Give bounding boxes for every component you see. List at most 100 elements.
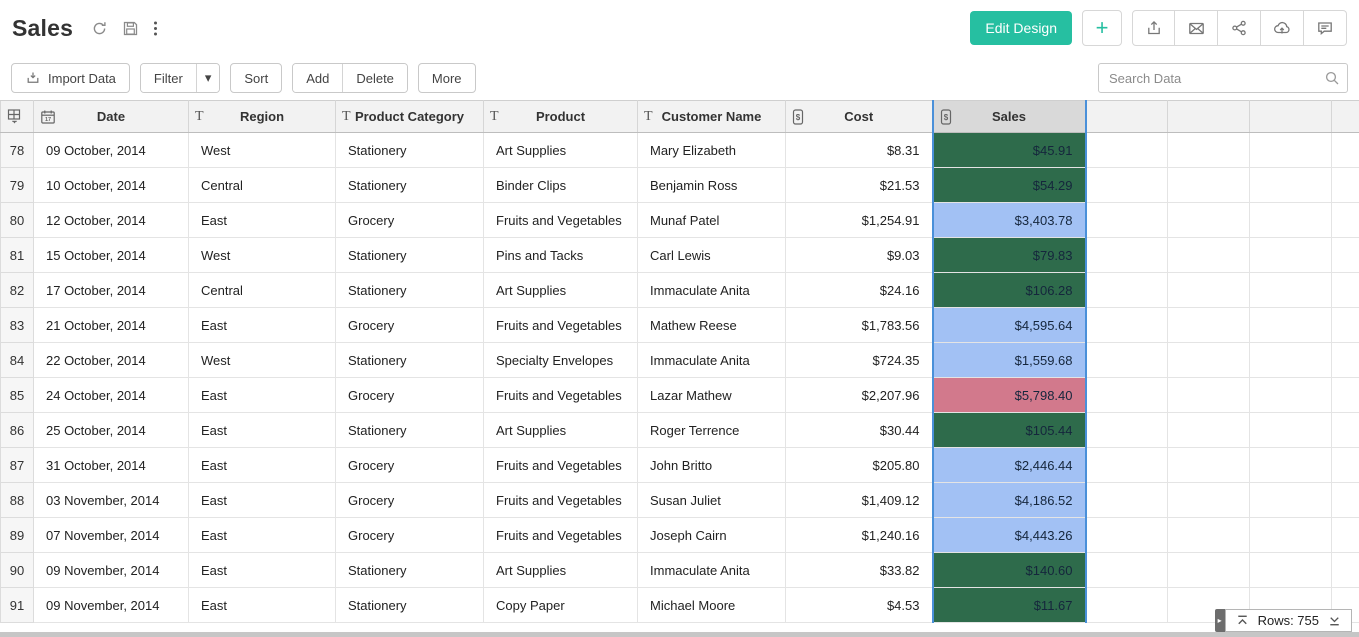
region-cell[interactable]: East <box>188 517 336 553</box>
more-button[interactable]: More <box>417 63 476 93</box>
empty-cell[interactable] <box>1331 412 1359 448</box>
empty-cell[interactable] <box>1249 202 1332 238</box>
sales-cell[interactable]: $4,595.64 <box>931 307 1087 343</box>
empty-cell[interactable] <box>1167 237 1250 273</box>
column-header-customer-name[interactable]: T Customer Name <box>637 100 786 133</box>
empty-cell[interactable] <box>1331 272 1359 308</box>
sales-cell[interactable]: $105.44 <box>931 412 1087 448</box>
sales-cell[interactable]: $45.91 <box>931 132 1087 168</box>
horizontal-scrollbar[interactable] <box>0 632 1359 637</box>
filter-dropdown-button[interactable]: ▾ <box>195 64 220 92</box>
customer-name-cell[interactable]: Mathew Reese <box>637 307 786 343</box>
customer-name-cell[interactable]: Immaculate Anita <box>637 342 786 378</box>
column-header-product[interactable]: T Product <box>483 100 638 133</box>
row-number-cell[interactable]: 81 <box>0 237 34 273</box>
product-cell[interactable]: Fruits and Vegetables <box>483 517 638 553</box>
date-cell[interactable]: 10 October, 2014 <box>33 167 189 203</box>
column-header-product-category[interactable]: T Product Category <box>335 100 484 133</box>
product-cell[interactable]: Art Supplies <box>483 552 638 588</box>
sales-cell[interactable]: $106.28 <box>931 272 1087 308</box>
customer-name-cell[interactable]: Susan Juliet <box>637 482 786 518</box>
row-number-cell[interactable]: 90 <box>0 552 34 588</box>
customer-name-cell[interactable]: Michael Moore <box>637 587 786 623</box>
date-cell[interactable]: 15 October, 2014 <box>33 237 189 273</box>
empty-cell[interactable] <box>1331 447 1359 483</box>
customer-name-cell[interactable]: Benjamin Ross <box>637 167 786 203</box>
customer-name-cell[interactable]: Munaf Patel <box>637 202 786 238</box>
empty-cell[interactable] <box>1085 202 1168 238</box>
empty-cell[interactable] <box>1249 272 1332 308</box>
customer-name-cell[interactable]: Immaculate Anita <box>637 272 786 308</box>
empty-cell[interactable] <box>1249 342 1332 378</box>
empty-cell[interactable] <box>1167 342 1250 378</box>
date-cell[interactable]: 09 November, 2014 <box>33 552 189 588</box>
column-header-empty[interactable] <box>1249 100 1332 133</box>
region-cell[interactable]: East <box>188 552 336 588</box>
cost-cell[interactable]: $9.03 <box>785 237 933 273</box>
date-cell[interactable]: 21 October, 2014 <box>33 307 189 343</box>
jump-to-first-row-button[interactable] <box>1235 613 1250 628</box>
row-number-cell[interactable]: 79 <box>0 167 34 203</box>
empty-cell[interactable] <box>1085 167 1168 203</box>
product-category-cell[interactable]: Stationery <box>335 272 484 308</box>
cost-cell[interactable]: $30.44 <box>785 412 933 448</box>
empty-cell[interactable] <box>1167 482 1250 518</box>
date-cell[interactable]: 25 October, 2014 <box>33 412 189 448</box>
empty-cell[interactable] <box>1167 377 1250 413</box>
cost-cell[interactable]: $24.16 <box>785 272 933 308</box>
product-category-cell[interactable]: Grocery <box>335 202 484 238</box>
empty-cell[interactable] <box>1331 307 1359 343</box>
date-cell[interactable]: 07 November, 2014 <box>33 517 189 553</box>
empty-cell[interactable] <box>1167 202 1250 238</box>
region-cell[interactable]: East <box>188 412 336 448</box>
region-cell[interactable]: West <box>188 237 336 273</box>
row-number-cell[interactable]: 88 <box>0 482 34 518</box>
column-header-date[interactable]: 17 Date <box>33 100 189 133</box>
empty-cell[interactable] <box>1085 412 1168 448</box>
sales-cell[interactable]: $3,403.78 <box>931 202 1087 238</box>
column-header-empty[interactable] <box>1085 100 1168 133</box>
sales-cell[interactable]: $11.67 <box>931 587 1087 623</box>
empty-cell[interactable] <box>1331 517 1359 553</box>
empty-cell[interactable] <box>1085 552 1168 588</box>
product-category-cell[interactable]: Stationery <box>335 342 484 378</box>
region-cell[interactable]: East <box>188 587 336 623</box>
row-number-cell[interactable]: 83 <box>0 307 34 343</box>
product-category-cell[interactable]: Stationery <box>335 167 484 203</box>
sort-button[interactable]: Sort <box>230 63 283 93</box>
date-cell[interactable]: 17 October, 2014 <box>33 272 189 308</box>
filter-button[interactable]: Filter <box>140 64 196 92</box>
sales-cell[interactable]: $140.60 <box>931 552 1087 588</box>
row-number-cell[interactable]: 80 <box>0 202 34 238</box>
empty-cell[interactable] <box>1167 167 1250 203</box>
empty-cell[interactable] <box>1249 412 1332 448</box>
date-cell[interactable]: 31 October, 2014 <box>33 447 189 483</box>
empty-cell[interactable] <box>1249 237 1332 273</box>
add-new-button[interactable]: + <box>1082 10 1122 46</box>
product-category-cell[interactable]: Grocery <box>335 447 484 483</box>
product-cell[interactable]: Copy Paper <box>483 587 638 623</box>
row-number-cell[interactable]: 84 <box>0 342 34 378</box>
empty-cell[interactable] <box>1085 342 1168 378</box>
product-category-cell[interactable]: Grocery <box>335 517 484 553</box>
empty-cell[interactable] <box>1331 342 1359 378</box>
empty-cell[interactable] <box>1331 482 1359 518</box>
empty-cell[interactable] <box>1331 202 1359 238</box>
customer-name-cell[interactable]: Roger Terrence <box>637 412 786 448</box>
empty-cell[interactable] <box>1249 517 1332 553</box>
product-category-cell[interactable]: Grocery <box>335 307 484 343</box>
column-header-region[interactable]: T Region <box>188 100 336 133</box>
empty-cell[interactable] <box>1085 482 1168 518</box>
column-header-select-all[interactable] <box>0 100 34 133</box>
sales-cell[interactable]: $4,443.26 <box>931 517 1087 553</box>
empty-cell[interactable] <box>1167 447 1250 483</box>
more-options-button[interactable] <box>153 20 158 37</box>
empty-cell[interactable] <box>1331 237 1359 273</box>
customer-name-cell[interactable]: Carl Lewis <box>637 237 786 273</box>
product-cell[interactable]: Art Supplies <box>483 132 638 168</box>
edit-design-button[interactable]: Edit Design <box>970 11 1072 45</box>
region-cell[interactable]: West <box>188 132 336 168</box>
date-cell[interactable]: 24 October, 2014 <box>33 377 189 413</box>
column-header-empty[interactable] <box>1167 100 1250 133</box>
date-cell[interactable]: 09 October, 2014 <box>33 132 189 168</box>
